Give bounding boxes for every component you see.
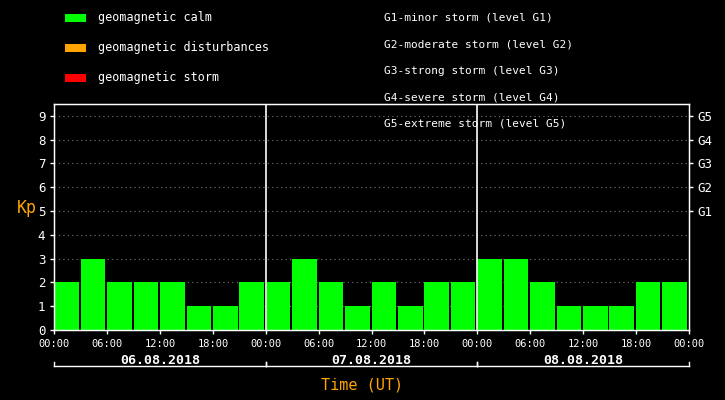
Bar: [663, 282, 687, 330]
Bar: [292, 259, 317, 330]
Bar: [54, 282, 79, 330]
Text: G2-moderate storm (level G2): G2-moderate storm (level G2): [384, 39, 573, 49]
Bar: [160, 282, 185, 330]
Text: 06.08.2018: 06.08.2018: [120, 354, 200, 367]
Y-axis label: Kp: Kp: [17, 199, 37, 217]
Bar: [610, 306, 634, 330]
Bar: [186, 306, 211, 330]
Text: G5-extreme storm (level G5): G5-extreme storm (level G5): [384, 119, 566, 129]
Bar: [477, 259, 502, 330]
Bar: [239, 282, 264, 330]
Bar: [371, 282, 396, 330]
Bar: [530, 282, 555, 330]
Bar: [213, 306, 238, 330]
Bar: [557, 306, 581, 330]
Text: Time (UT): Time (UT): [321, 378, 404, 393]
Text: G3-strong storm (level G3): G3-strong storm (level G3): [384, 66, 560, 76]
Bar: [80, 259, 105, 330]
Bar: [424, 282, 449, 330]
Bar: [583, 306, 608, 330]
Text: geomagnetic calm: geomagnetic calm: [98, 12, 212, 24]
Bar: [636, 282, 660, 330]
Bar: [451, 282, 476, 330]
Bar: [319, 282, 343, 330]
Text: 08.08.2018: 08.08.2018: [543, 354, 623, 367]
Bar: [133, 282, 158, 330]
Text: G1-minor storm (level G1): G1-minor storm (level G1): [384, 13, 553, 23]
Bar: [345, 306, 370, 330]
Text: 07.08.2018: 07.08.2018: [331, 354, 412, 367]
Bar: [266, 282, 291, 330]
Text: G4-severe storm (level G4): G4-severe storm (level G4): [384, 92, 560, 102]
Text: geomagnetic storm: geomagnetic storm: [98, 72, 219, 84]
Text: geomagnetic disturbances: geomagnetic disturbances: [98, 42, 269, 54]
Bar: [107, 282, 132, 330]
Bar: [398, 306, 423, 330]
Bar: [504, 259, 529, 330]
